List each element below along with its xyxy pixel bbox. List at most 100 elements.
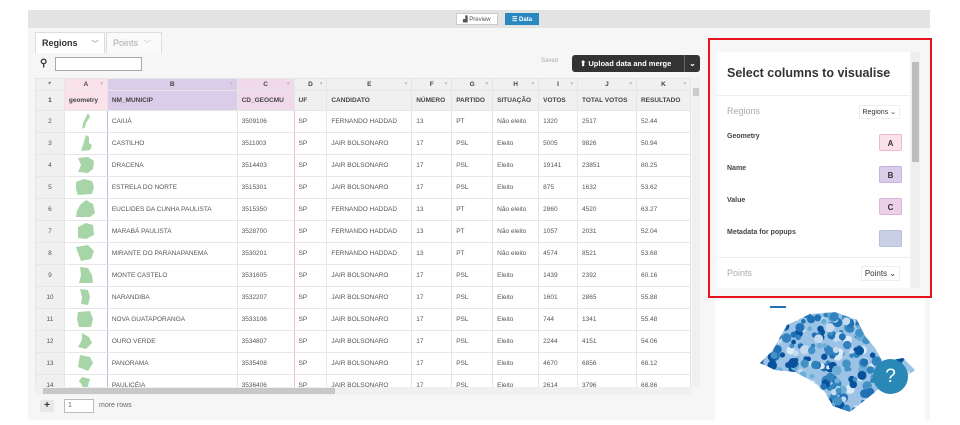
select-all-corner[interactable]: ⌜ [35,78,65,91]
column-letter-k[interactable]: K ▾ [635,78,691,91]
table-cell[interactable]: SP [293,176,328,199]
table-cell[interactable]: 2517 [577,110,637,133]
table-cell[interactable]: PT [451,198,494,221]
column-header[interactable]: CANDIDATO [326,90,413,111]
table-cell[interactable]: Não eleito [492,242,540,265]
preview-button[interactable]: ▟ Preview [456,13,498,25]
table-cell[interactable]: 2860 [538,198,579,221]
row-number[interactable]: 1 [35,90,65,111]
table-cell[interactable]: 3534807 [236,330,295,353]
table-cell[interactable]: PSL [451,264,494,287]
column-letter-c[interactable]: C ▾ [236,78,295,91]
table-cell[interactable]: 17 [411,308,453,331]
table-cell[interactable]: SP [293,198,328,221]
table-cell[interactable]: 1601 [538,286,579,309]
table-cell[interactable]: 1341 [577,308,637,331]
tab-points[interactable]: Points ﹀ [106,32,162,53]
table-cell[interactable]: 1632 [577,176,637,199]
table-cell[interactable]: PT [451,110,494,133]
table-cell[interactable]: 2031 [577,220,637,243]
row-number[interactable]: 8 [35,242,65,265]
table-cell[interactable]: PSL [451,374,494,387]
table-cell[interactable]: 3533106 [236,308,295,331]
table-cell[interactable]: 3515301 [236,176,295,199]
table-cell[interactable]: 63.27 [635,198,691,221]
column-letter-g[interactable]: G ▾ [451,78,494,91]
geometry-cell[interactable] [63,264,108,287]
table-cell[interactable]: OURO VERDE [106,330,238,353]
panel-scrollbar[interactable] [911,52,920,288]
table-cell[interactable]: SP [293,330,328,353]
table-cell[interactable]: Não eleito [492,198,540,221]
table-cell[interactable]: Eleito [492,308,540,331]
table-cell[interactable]: SP [293,264,328,287]
table-cell[interactable]: 52.04 [635,220,691,243]
column-letter-e[interactable]: E ▾ [326,78,413,91]
table-cell[interactable]: SP [293,286,328,309]
table-cell[interactable]: 80.25 [635,154,691,177]
table-cell[interactable]: JAIR BOLSONARO [326,154,413,177]
table-cell[interactable]: 19141 [538,154,579,177]
geometry-cell[interactable] [63,198,108,221]
table-cell[interactable]: Não eleito [492,110,540,133]
column-letter-h[interactable]: H ▾ [492,78,540,91]
table-cell[interactable]: 3528700 [236,220,295,243]
table-cell[interactable]: 3536406 [236,374,295,387]
table-cell[interactable]: 54.06 [635,330,691,353]
table-cell[interactable]: 2865 [577,286,637,309]
geometry-cell[interactable] [63,132,108,155]
table-cell[interactable]: CASTILHO [106,132,238,155]
table-cell[interactable]: SP [293,110,328,133]
table-cell[interactable]: 17 [411,154,453,177]
table-cell[interactable]: 3796 [577,374,637,387]
name-column-selector[interactable]: B [879,166,902,183]
table-cell[interactable]: 17 [411,286,453,309]
row-number[interactable]: 14 [35,374,65,387]
table-cell[interactable]: SP [293,154,328,177]
table-cell[interactable]: 53.68 [635,242,691,265]
geometry-cell[interactable] [63,154,108,177]
table-cell[interactable]: 8521 [577,242,637,265]
table-cell[interactable]: FERNANDO HADDAD [326,110,413,133]
table-cell[interactable]: MARABÁ PAULISTA [106,220,238,243]
column-header[interactable]: CD_GEOCMU [236,90,295,111]
table-cell[interactable]: ESTRELA DO NORTE [106,176,238,199]
upload-options-dropdown[interactable]: ⌄ [684,55,700,72]
column-header[interactable]: SITUAÇÃO [492,90,540,111]
table-cell[interactable]: NARANDIBA [106,286,238,309]
help-button[interactable]: ? [873,359,908,394]
table-cell[interactable]: JAIR BOLSONARO [326,132,413,155]
geometry-cell[interactable] [63,374,108,387]
table-cell[interactable]: JAIR BOLSONARO [326,352,413,375]
table-cell[interactable]: Eleito [492,264,540,287]
column-header[interactable]: geometry [63,90,108,111]
row-number[interactable]: 2 [35,110,65,133]
table-cell[interactable]: DRACENA [106,154,238,177]
table-cell[interactable]: EUCLIDES DA CUNHA PAULISTA [106,198,238,221]
table-cell[interactable]: JAIR BOLSONARO [326,286,413,309]
table-cell[interactable]: SP [293,132,328,155]
geometry-cell[interactable] [63,352,108,375]
rows-count-input[interactable]: 1 [64,399,94,413]
column-header[interactable]: TOTAL VOTOS [577,90,637,111]
table-cell[interactable]: NOVA GUATAPORANGA [106,308,238,331]
table-cell[interactable]: 13 [411,220,453,243]
table-cell[interactable]: Eleito [492,352,540,375]
table-cell[interactable]: 5005 [538,132,579,155]
table-cell[interactable]: Eleito [492,286,540,309]
row-number[interactable]: 3 [35,132,65,155]
table-cell[interactable]: PSL [451,308,494,331]
table-cell[interactable]: 9826 [577,132,637,155]
table-cell[interactable]: 68.12 [635,352,691,375]
regions-select[interactable]: Regions ⌄ [858,105,900,119]
value-column-selector[interactable]: C [879,198,902,215]
table-cell[interactable]: PANORAMA [106,352,238,375]
geometry-cell[interactable] [63,286,108,309]
table-cell[interactable]: 1057 [538,220,579,243]
table-cell[interactable]: 55.48 [635,308,691,331]
table-cell[interactable]: 3515350 [236,198,295,221]
column-header[interactable]: RESULTADO [635,90,691,111]
table-cell[interactable]: 13 [411,198,453,221]
table-cell[interactable]: FERNANDO HADDAD [326,198,413,221]
table-cell[interactable]: JAIR BOLSONARO [326,374,413,387]
